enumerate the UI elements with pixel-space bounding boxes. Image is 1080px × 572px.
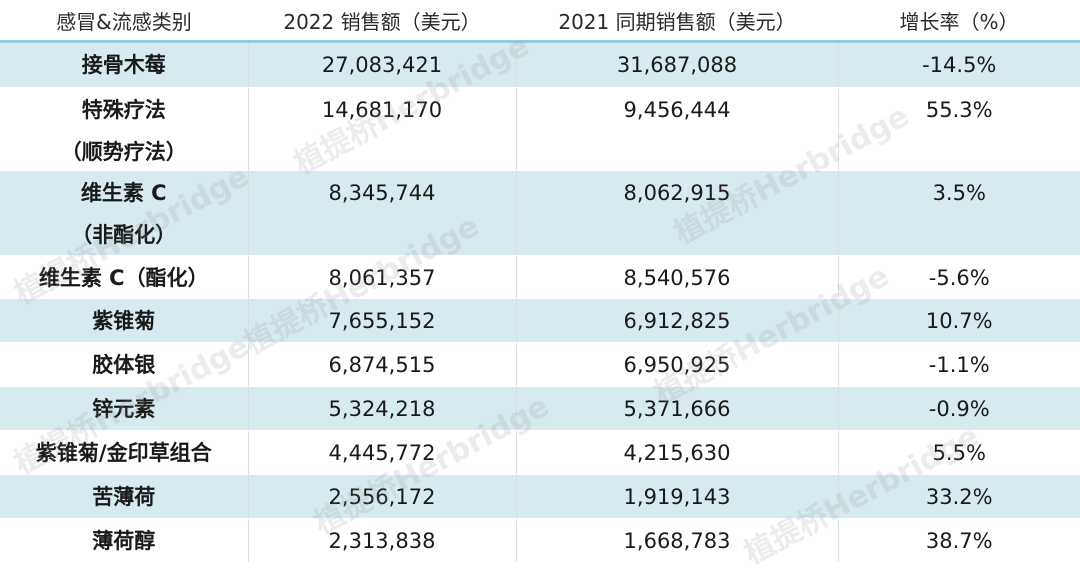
category-cell: 紫锥菊 (0, 298, 249, 343)
category-cell: 胶体银 (0, 342, 249, 387)
sales-2022-cell: 2,313,838 (248, 518, 517, 563)
table-row: 苦薄荷 2,556,172 1,919,143 33.2% (0, 474, 1080, 519)
category-name: 薄荷醇 (92, 529, 156, 553)
sales-2021-cell: 6,912,825 (516, 298, 839, 343)
header-category: 感冒&流感类别 (0, 0, 248, 43)
sales-2021-cell: 8,062,915 (516, 170, 839, 256)
growth-cell: 55.3% (838, 87, 1080, 171)
category-name: 紫锥菊 (92, 309, 156, 333)
category-cell: 薄荷醇 (0, 518, 249, 563)
header-sales-2021: 2021 同期销售额（美元） (516, 0, 838, 43)
category-cell: 紫锥菊/金印草组合 (0, 430, 249, 475)
category-name-line2: （非酯化） (71, 223, 177, 247)
growth-cell: 33.2% (838, 474, 1080, 519)
sales-2022-cell: 4,445,772 (248, 430, 517, 475)
growth-cell: -14.5% (838, 41, 1080, 88)
category-cell: 锌元素 (0, 386, 249, 431)
table-row: 特殊疗法 （顺势疗法） 14,681,170 9,456,444 55.3% (0, 87, 1080, 171)
sales-2022-cell: 14,681,170 (248, 87, 517, 171)
table-row: 维生素 C （非酯化） 8,345,744 8,062,915 3.5% (0, 170, 1080, 256)
sales-2022-cell: 5,324,218 (248, 386, 517, 431)
category-cell: 接骨木莓 (0, 41, 249, 88)
category-name: 苦薄荷 (92, 485, 156, 509)
table-row: 锌元素 5,324,218 5,371,666 -0.9% (0, 386, 1080, 431)
sales-2022-cell: 8,345,744 (248, 170, 517, 256)
sales-2021-cell: 6,950,925 (516, 342, 839, 387)
header-sales-2022: 2022 销售额（美元） (248, 0, 516, 43)
table-row: 紫锥菊 7,655,152 6,912,825 10.7% (0, 298, 1080, 343)
category-cell: 维生素 C（酯化） (0, 255, 249, 299)
sales-2021-cell: 9,456,444 (516, 87, 839, 171)
header-growth: 增长率（%） (838, 0, 1080, 43)
category-cell: 特殊疗法 （顺势疗法） (0, 87, 249, 171)
sales-2022-cell: 7,655,152 (248, 298, 517, 343)
growth-cell: 10.7% (838, 298, 1080, 343)
sales-2022-cell: 27,083,421 (248, 41, 517, 88)
table-row: 维生素 C（酯化） 8,061,357 8,540,576 -5.6% (0, 255, 1080, 299)
category-name: 特殊疗法 (81, 98, 166, 122)
header-row: 感冒&流感类别 2022 销售额（美元） 2021 同期销售额（美元） 增长率（… (0, 0, 1080, 43)
table-row: 胶体银 6,874,515 6,950,925 -1.1% (0, 342, 1080, 387)
table-row: 薄荷醇 2,313,838 1,668,783 38.7% (0, 518, 1080, 563)
category-name: 紫锥菊/金印草组合 (35, 441, 212, 465)
category-cell: 维生素 C （非酯化） (0, 170, 249, 256)
sales-2021-cell: 1,668,783 (516, 518, 839, 563)
category-name: 维生素 C（酯化） (38, 266, 209, 290)
sales-2022-cell: 2,556,172 (248, 474, 517, 519)
growth-cell: 5.5% (838, 430, 1080, 475)
category-cell: 苦薄荷 (0, 474, 249, 519)
sales-2021-cell: 31,687,088 (516, 41, 839, 88)
sales-2021-cell: 5,371,666 (516, 386, 839, 431)
category-name: 胶体银 (92, 353, 156, 377)
growth-cell: -1.1% (838, 342, 1080, 387)
sales-2021-cell: 1,919,143 (516, 474, 839, 519)
category-name-line2: （顺势疗法） (60, 140, 187, 164)
table-row: 紫锥菊/金印草组合 4,445,772 4,215,630 5.5% (0, 430, 1080, 475)
table-row: 接骨木莓 27,083,421 31,687,088 -14.5% (0, 41, 1080, 88)
category-name: 接骨木莓 (81, 53, 166, 77)
growth-cell: 3.5% (838, 170, 1080, 256)
growth-cell: -5.6% (838, 255, 1080, 299)
growth-cell: 38.7% (838, 518, 1080, 563)
sales-2021-cell: 4,215,630 (516, 430, 839, 475)
sales-2021-cell: 8,540,576 (516, 255, 839, 299)
category-name: 维生素 C (80, 181, 167, 205)
sales-2022-cell: 6,874,515 (248, 342, 517, 387)
sales-2022-cell: 8,061,357 (248, 255, 517, 299)
growth-cell: -0.9% (838, 386, 1080, 431)
category-name: 锌元素 (92, 397, 156, 421)
